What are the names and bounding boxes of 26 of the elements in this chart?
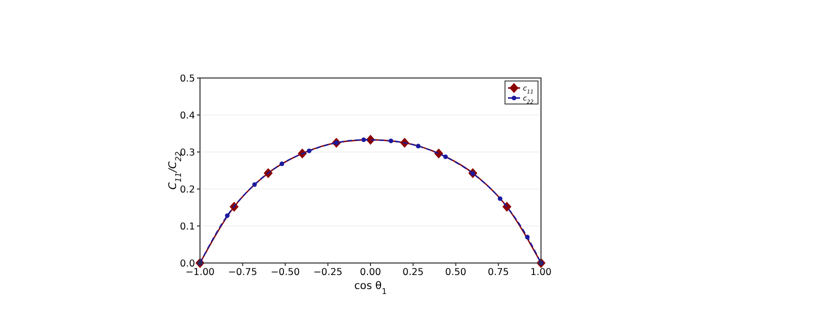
x-tick-label: 0.50 <box>445 267 466 278</box>
x-tick-label: −0.50 <box>270 267 300 278</box>
y-tick-label: 0.2 <box>180 184 195 196</box>
y-tick-label: 0.5 <box>180 74 195 84</box>
x-tick-label: 0.75 <box>488 267 509 278</box>
y-tick-label: 0.1 <box>180 222 195 232</box>
point <box>224 213 230 218</box>
y-tick-label: 0.3 <box>180 148 195 158</box>
point <box>361 137 366 142</box>
point <box>306 148 312 154</box>
point <box>416 144 421 148</box>
x-tick-label: 1.00 <box>530 267 552 278</box>
point <box>280 162 284 166</box>
point <box>252 182 257 187</box>
x-axis-title: cos θ$_{1}$ <box>354 280 387 296</box>
x-tick-label: −1.00 <box>185 267 215 278</box>
x-tick-label: 0.25 <box>402 267 424 278</box>
y-tick-label: 0.4 <box>180 110 195 122</box>
y-tick-label: 0.0 <box>180 258 195 270</box>
point <box>525 234 530 240</box>
x-tick-label: −0.25 <box>313 267 342 278</box>
x-tick-label: −0.75 <box>228 267 258 278</box>
x-tick-label: 0.00 <box>360 267 382 278</box>
point <box>388 138 394 144</box>
point <box>498 196 502 201</box>
point <box>443 154 448 160</box>
